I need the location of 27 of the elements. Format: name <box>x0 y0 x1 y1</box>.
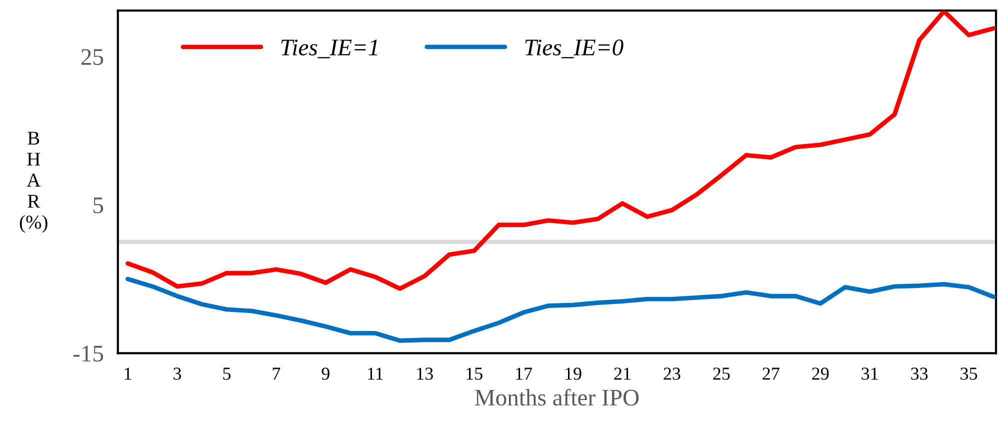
x-tick-label: 29 <box>812 368 829 380</box>
x-tick-label: 7 <box>272 368 280 380</box>
y-axis-title: B H A R (%) <box>20 132 48 233</box>
x-tick-label: 9 <box>322 368 330 380</box>
legend-label: Ties_IE=1 <box>281 40 378 58</box>
x-tick-label: 21 <box>614 368 630 380</box>
y-tick-label: 25 <box>81 49 104 65</box>
line-series <box>126 276 996 343</box>
x-tick-label: 19 <box>566 368 582 380</box>
x-axis-title: Months after IPO <box>474 388 639 406</box>
x-tick-label: 33 <box>911 368 928 380</box>
x-tick-label: 27 <box>762 368 780 380</box>
legend-label: Ties_IE=0 <box>525 40 624 58</box>
x-tick-label: 11 <box>368 368 383 380</box>
x-tick-label: 5 <box>223 368 231 380</box>
x-tick-label: 23 <box>664 368 680 380</box>
y-tick-label: 5 <box>94 198 104 214</box>
x-tick-label: 25 <box>713 368 730 380</box>
x-tick-label: 1 <box>124 368 132 380</box>
x-tick-label: 3 <box>174 368 182 380</box>
line-series <box>126 10 996 291</box>
x-tick-label: 15 <box>466 368 482 380</box>
y-tick-label: -15 <box>73 346 104 362</box>
x-tick-label: 17 <box>516 368 532 380</box>
x-tick-label: 31 <box>862 368 878 380</box>
x-tick-label: 13 <box>417 368 433 380</box>
x-tick-label: 35 <box>960 368 978 380</box>
